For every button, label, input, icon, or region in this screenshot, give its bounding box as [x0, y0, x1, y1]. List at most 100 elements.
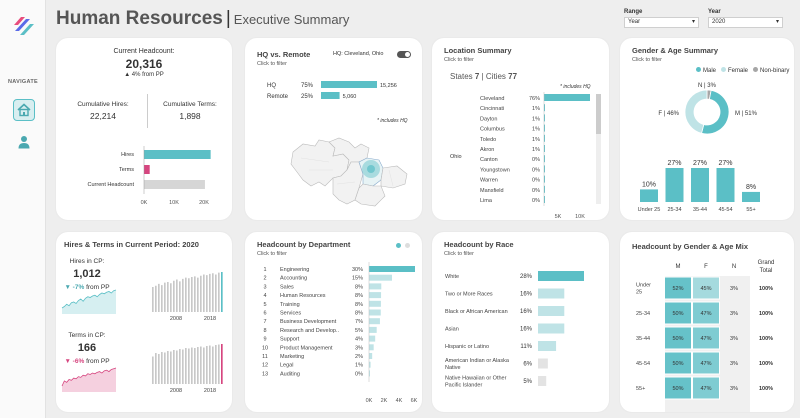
hq-bar[interactable] [321, 81, 377, 88]
hires-history-bar[interactable] [203, 274, 205, 313]
race-bar[interactable] [538, 323, 565, 334]
hires-history-bar[interactable] [164, 282, 166, 312]
donut-slice[interactable] [684, 89, 708, 134]
hires-history-bar[interactable] [206, 275, 208, 312]
city-bar[interactable] [544, 124, 545, 132]
city-bar[interactable] [544, 134, 545, 142]
department-bar[interactable] [369, 353, 373, 359]
age-bar[interactable] [665, 168, 684, 202]
department-bar[interactable] [369, 361, 371, 368]
heatmap-cell[interactable] [692, 276, 720, 300]
terms-history-bar[interactable] [161, 352, 163, 384]
terms-history-bar[interactable] [188, 348, 190, 385]
hires-history-bar[interactable] [212, 273, 214, 312]
race-bar[interactable] [538, 341, 557, 351]
department-bar[interactable] [369, 326, 377, 333]
hires-history-bar[interactable] [191, 277, 193, 312]
city-bar[interactable] [544, 175, 545, 183]
race-bar[interactable] [538, 376, 547, 386]
terms-history-bar[interactable] [221, 344, 223, 384]
city-bar[interactable] [544, 196, 545, 203]
terms-history-bar[interactable] [209, 345, 211, 385]
department-bar[interactable] [369, 292, 382, 299]
hires-history-bar[interactable] [176, 279, 178, 313]
terms-history-bar[interactable] [179, 349, 181, 384]
department-bar[interactable] [369, 300, 381, 307]
heatmap-cell[interactable] [692, 301, 720, 325]
city-bar[interactable] [544, 155, 545, 163]
terms-history-bar[interactable] [158, 354, 160, 384]
page-dot-active[interactable] [396, 243, 401, 248]
hires-history-bar[interactable] [218, 272, 220, 312]
terms-history-bar[interactable] [170, 351, 172, 385]
terms-history-bar[interactable] [206, 346, 208, 384]
hires-history-bar[interactable] [155, 285, 157, 312]
terms-history-bar[interactable] [194, 348, 196, 384]
city-bar[interactable] [544, 104, 545, 112]
department-bar[interactable] [369, 274, 392, 281]
race-bar[interactable] [538, 271, 584, 281]
department-bar[interactable] [369, 335, 376, 342]
donut-slice[interactable] [701, 89, 730, 135]
heatmap-cell[interactable] [664, 301, 692, 325]
department-bar[interactable] [369, 344, 374, 351]
city-bar[interactable] [544, 185, 545, 193]
hires-history-bar[interactable] [152, 287, 154, 312]
department-bar[interactable] [369, 283, 382, 290]
age-bar[interactable] [691, 168, 709, 202]
terms-history-bar[interactable] [197, 347, 199, 384]
headcount-bar[interactable] [144, 165, 150, 174]
hires-history-bar[interactable] [215, 274, 217, 313]
hires-history-bar[interactable] [173, 280, 175, 312]
year-select[interactable]: 2020 ▾ [708, 17, 783, 28]
headcount-bar[interactable] [144, 180, 205, 189]
department-bar[interactable] [369, 370, 370, 377]
nav-home-button[interactable] [13, 99, 35, 121]
hires-history-bar[interactable] [167, 282, 169, 312]
city-bar[interactable] [544, 114, 545, 122]
race-bar[interactable] [538, 288, 565, 299]
city-bar[interactable] [544, 94, 590, 101]
terms-history-bar[interactable] [173, 350, 175, 384]
hires-history-bar[interactable] [158, 283, 160, 312]
hires-history-bar[interactable] [209, 273, 211, 312]
age-bar[interactable] [716, 168, 735, 202]
terms-history-bar[interactable] [167, 351, 169, 384]
heatmap-cell[interactable] [692, 376, 720, 400]
terms-history-bar[interactable] [185, 348, 187, 384]
terms-history-bar[interactable] [203, 347, 205, 385]
heatmap-cell[interactable] [692, 351, 720, 375]
hires-history-bar[interactable] [182, 278, 184, 312]
hires-history-bar[interactable] [194, 276, 196, 312]
terms-history-bar[interactable] [176, 350, 178, 385]
hires-history-bar[interactable] [179, 281, 181, 312]
us-region-map[interactable] [289, 134, 411, 212]
department-bar[interactable] [369, 266, 415, 272]
age-bar[interactable] [742, 191, 760, 202]
location-scrollbar[interactable] [596, 94, 601, 204]
hq-bar[interactable] [321, 92, 340, 99]
heatmap-cell[interactable] [664, 276, 692, 300]
heatmap-cell[interactable] [664, 326, 692, 350]
hq-toggle[interactable] [397, 51, 411, 58]
heatmap-cell[interactable] [692, 326, 720, 350]
headcount-bar[interactable] [144, 150, 211, 159]
nav-user-button[interactable] [13, 131, 35, 153]
terms-history-bar[interactable] [164, 352, 166, 385]
terms-history-bar[interactable] [200, 346, 202, 385]
race-bar[interactable] [538, 358, 548, 369]
hires-history-bar[interactable] [197, 277, 199, 312]
hires-history-bar[interactable] [221, 272, 223, 312]
hires-history-bar[interactable] [185, 277, 187, 312]
terms-history-bar[interactable] [155, 353, 157, 384]
terms-history-bar[interactable] [215, 345, 217, 384]
terms-history-bar[interactable] [152, 356, 154, 385]
terms-history-bar[interactable] [218, 344, 220, 385]
terms-history-bar[interactable] [182, 349, 184, 385]
range-select[interactable]: Year ▾ [624, 17, 699, 28]
age-bar[interactable] [640, 189, 658, 202]
heatmap-cell[interactable] [664, 351, 692, 375]
hires-history-bar[interactable] [200, 275, 202, 312]
terms-history-bar[interactable] [191, 347, 193, 385]
heatmap-cell[interactable] [664, 376, 692, 400]
